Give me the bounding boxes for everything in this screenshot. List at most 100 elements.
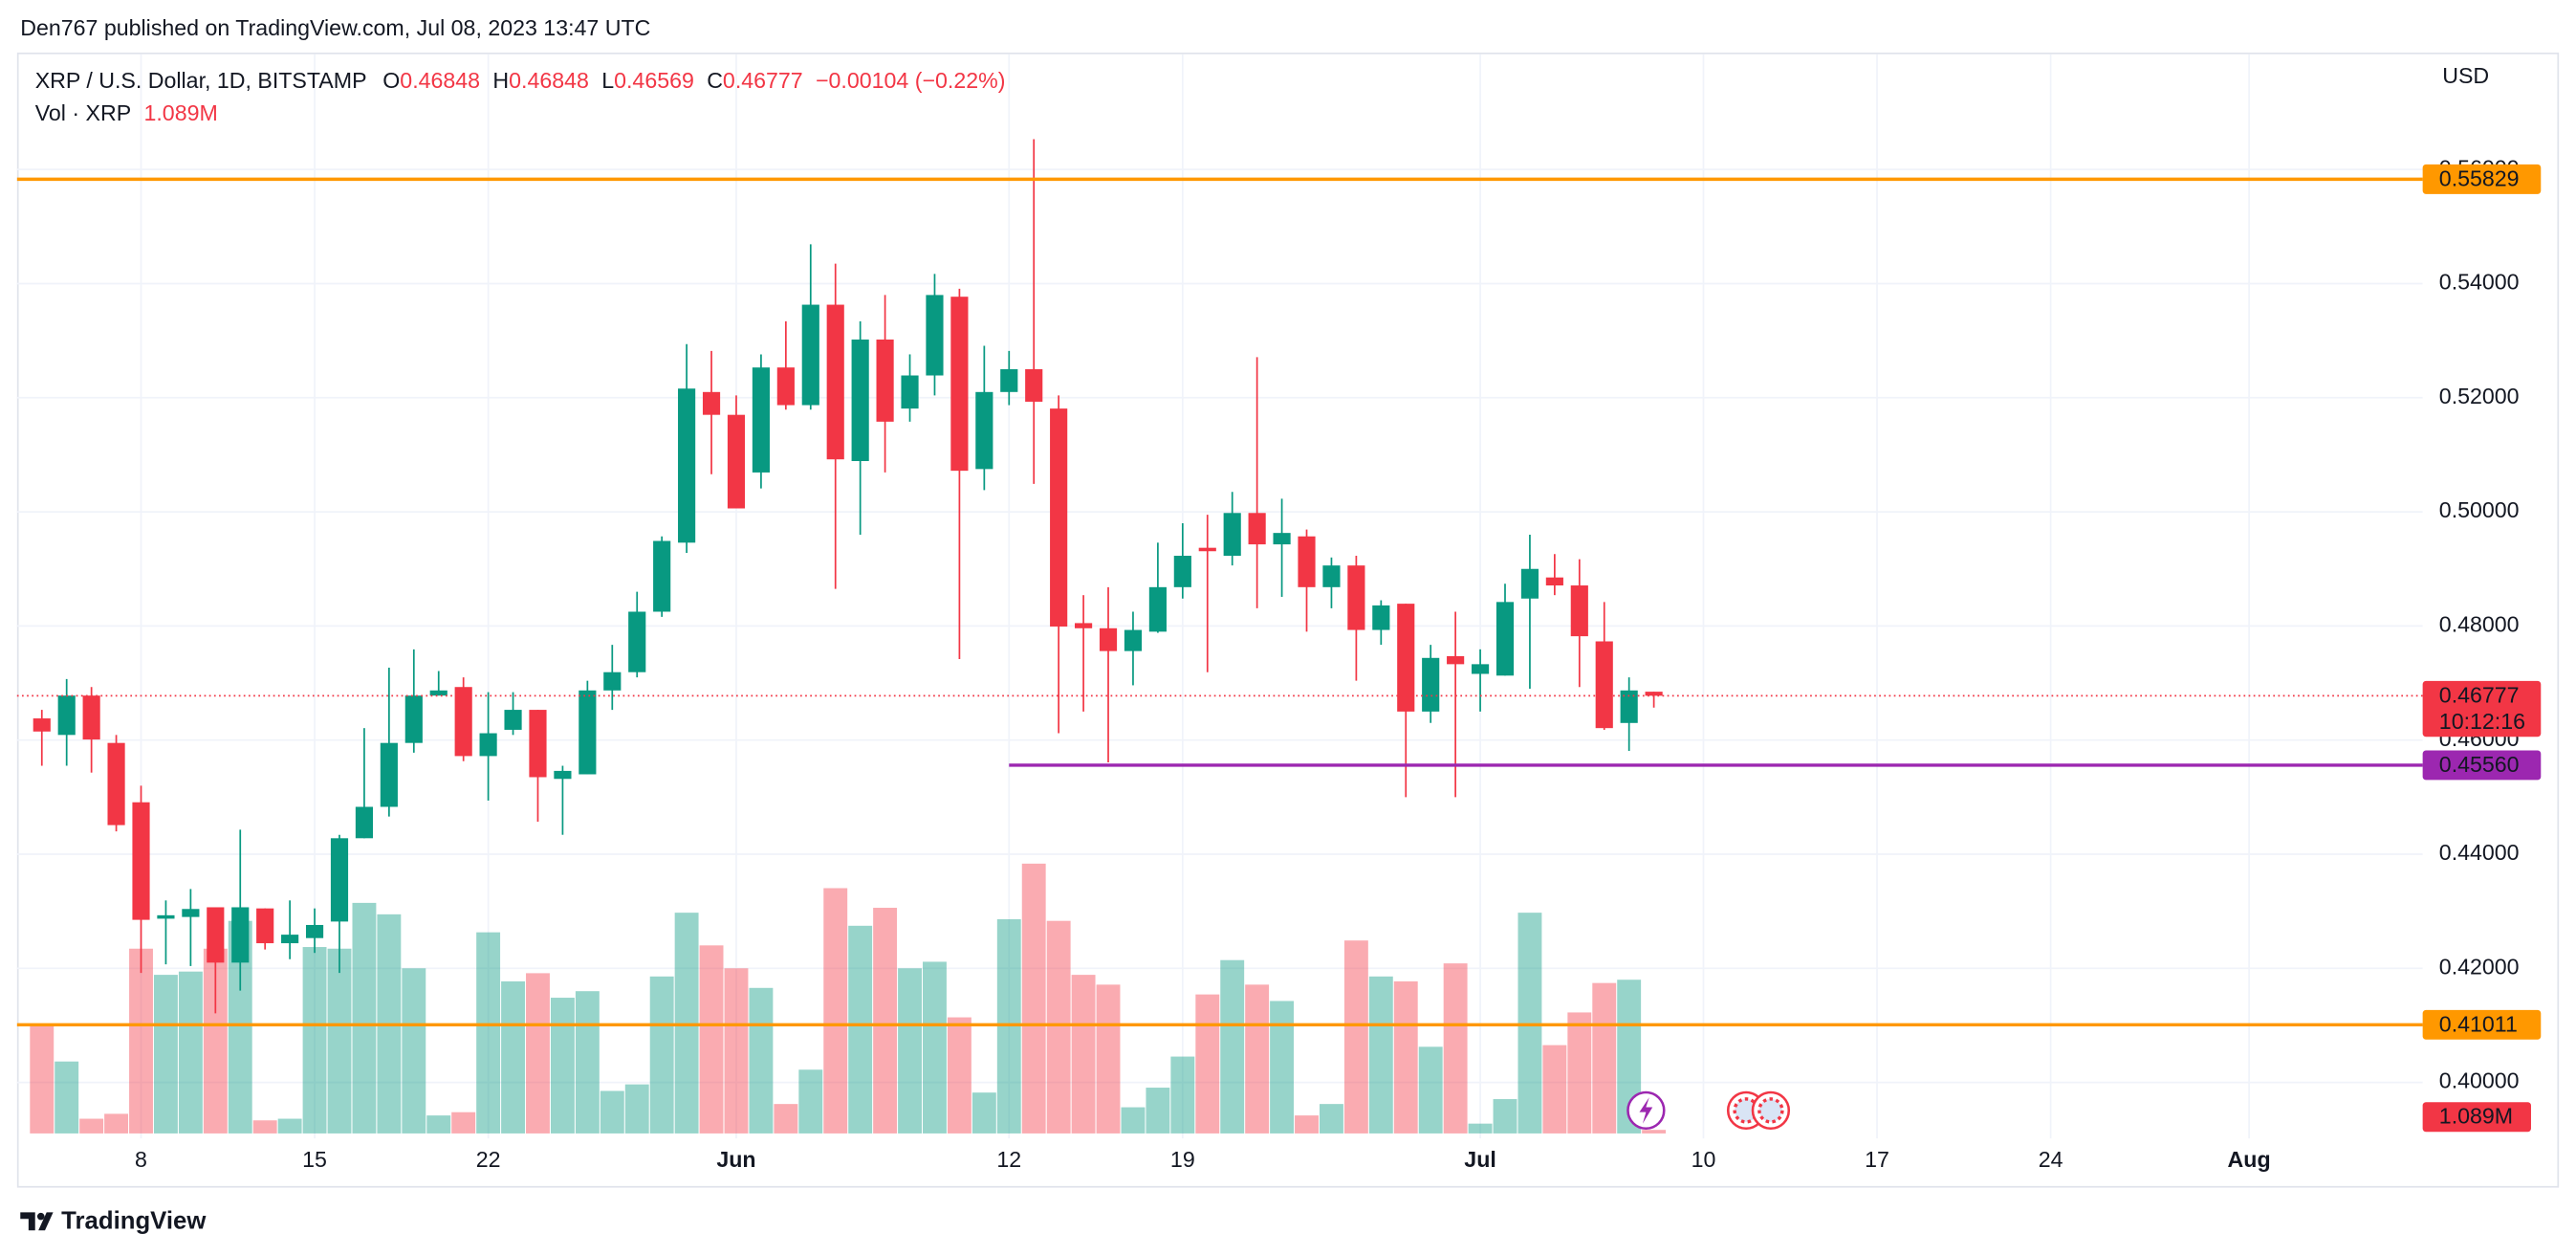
volume-bar: [1295, 1115, 1319, 1134]
volume-bar: [1517, 913, 1542, 1134]
volume-bar: [1592, 982, 1617, 1134]
volume-bar: [426, 1115, 451, 1134]
volume-bar: [624, 1084, 649, 1134]
volume-bar: [1319, 1104, 1343, 1134]
candle-body: [1148, 586, 1167, 632]
x-tick-label: Aug: [2228, 1147, 2271, 1172]
candle-body: [1570, 585, 1588, 637]
level-label-box: [2422, 750, 2542, 781]
candle-body: [1025, 368, 1043, 402]
y-tick-label: 0.40000: [2439, 1068, 2520, 1093]
x-tick-label: 24: [2039, 1147, 2063, 1172]
volume-bar: [898, 968, 922, 1134]
candle-body: [1248, 513, 1266, 545]
volume-bar: [1071, 975, 1096, 1134]
volume-bar: [1468, 1123, 1493, 1134]
volume-bar: [848, 925, 873, 1134]
volume-bar: [600, 1090, 624, 1134]
candle-body: [504, 710, 522, 730]
candle-body: [926, 295, 944, 376]
volume-bar: [30, 1025, 55, 1134]
candle-body: [82, 695, 100, 740]
currency-label: USD: [2442, 63, 2489, 88]
volume-bar: [1220, 959, 1245, 1134]
candle-body: [1620, 690, 1638, 723]
volume-axis-label: 1.089M: [2439, 1104, 2513, 1129]
volume-bar: [277, 1118, 302, 1134]
volume-title: Vol · XRP: [35, 100, 131, 125]
candle-body: [1273, 533, 1291, 545]
volume-bar: [699, 945, 724, 1134]
volume-bar: [526, 973, 550, 1134]
chart-frame: [16, 52, 2560, 1188]
candle-body: [901, 375, 919, 409]
ohlc-value: 0.46569: [614, 68, 694, 93]
candle-body: [1422, 657, 1440, 712]
volume-bar: [79, 1118, 104, 1134]
candle-body: [330, 838, 349, 922]
volume-bar: [1368, 976, 1393, 1134]
candle-body: [1520, 568, 1539, 599]
volume-bar: [1493, 1099, 1517, 1134]
brand-name: TradingView: [61, 1207, 207, 1234]
candle-body: [727, 414, 746, 509]
candle-body: [281, 935, 299, 944]
candle-body: [876, 339, 894, 422]
candle-body: [454, 687, 472, 757]
volume-bar: [501, 980, 526, 1134]
candle-body: [851, 339, 869, 461]
x-tick-label: 10: [1692, 1147, 1716, 1172]
y-tick-label: 0.52000: [2439, 384, 2520, 408]
volume-bar: [749, 987, 774, 1134]
volume-bar: [252, 1120, 277, 1134]
candle-body: [1645, 692, 1663, 696]
volume-bar: [724, 968, 749, 1134]
candle-body: [1198, 547, 1216, 552]
volume-bar: [476, 932, 501, 1134]
x-tick-label: 19: [1170, 1147, 1195, 1172]
candle-body: [305, 924, 324, 938]
candle-body: [182, 909, 200, 917]
candle-body: [380, 742, 398, 807]
candle-body: [1495, 602, 1515, 676]
volume-bar: [923, 961, 947, 1134]
candle-body: [404, 695, 423, 743]
marks: [30, 139, 1667, 1134]
logo-dot: [36, 1212, 45, 1221]
candle-body: [702, 391, 721, 415]
volume-bar: [1146, 1088, 1170, 1134]
event-icons: [1626, 1090, 1791, 1131]
candle-body: [1000, 368, 1018, 392]
volume-bar: [1542, 1045, 1567, 1134]
volume-bar: [774, 1104, 798, 1134]
volume-bar: [104, 1113, 129, 1134]
ohlc-letter: H: [492, 68, 509, 93]
candle-body: [57, 695, 76, 736]
candle-body: [429, 690, 448, 696]
candle-body: [1223, 513, 1241, 557]
volume-bar: [352, 902, 377, 1134]
countdown-label: 10:12:16: [2439, 709, 2525, 734]
x-tick-label: 12: [996, 1147, 1021, 1172]
candle-body: [1173, 556, 1191, 587]
volume-bar: [798, 1069, 823, 1134]
candle-body: [1298, 536, 1316, 587]
candle-body: [1545, 577, 1563, 586]
change-value: −0.00104 (−0.22%): [816, 68, 1005, 93]
volume-bar: [649, 976, 674, 1134]
ohlc-value: 0.46848: [400, 68, 480, 93]
volume-label-box: [2422, 1102, 2531, 1133]
candle-body: [479, 733, 497, 757]
volume-bar: [1393, 980, 1418, 1134]
lightning-glyph: [1639, 1097, 1653, 1124]
ohlc-value: 0.46848: [509, 68, 589, 93]
candle-body: [975, 391, 993, 470]
x-tick-label: 17: [1865, 1147, 1889, 1172]
volume-bar: [1343, 940, 1368, 1134]
y-tick-label: 0.50000: [2439, 497, 2520, 522]
volume-bar: [129, 948, 153, 1134]
x-tick-label: 15: [302, 1147, 327, 1172]
volume-bar: [302, 947, 327, 1134]
